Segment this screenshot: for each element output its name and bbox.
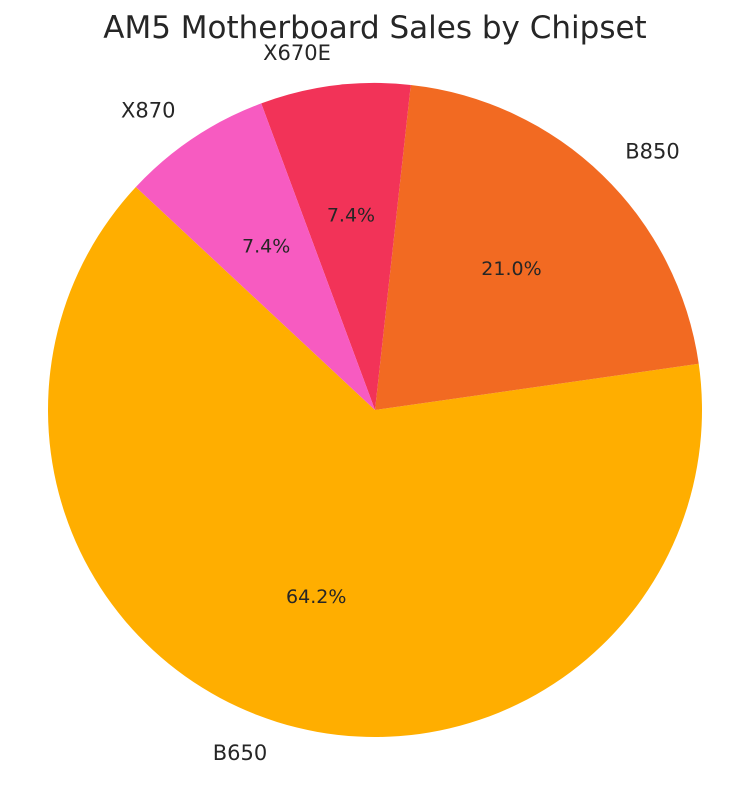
- pie-slice-x670e: [261, 83, 411, 410]
- slice-percent-x870: 7.4%: [242, 236, 290, 258]
- slice-label-x670e: X670E: [263, 41, 331, 65]
- slice-percent-b850: 21.0%: [481, 258, 541, 280]
- chart-title: AM5 Motherboard Sales by Chipset: [103, 10, 647, 46]
- slice-label-b650: B650: [213, 741, 268, 765]
- pie-slice-x870: [135, 103, 375, 410]
- pie-slice-b650: [48, 186, 703, 738]
- slice-percent-b650: 64.2%: [286, 586, 346, 608]
- slice-label-b850: B850: [625, 140, 680, 164]
- slice-percent-x670e: 7.4%: [327, 204, 375, 226]
- slice-label-x870: X870: [121, 99, 175, 123]
- pie-slice-b850: [375, 84, 699, 410]
